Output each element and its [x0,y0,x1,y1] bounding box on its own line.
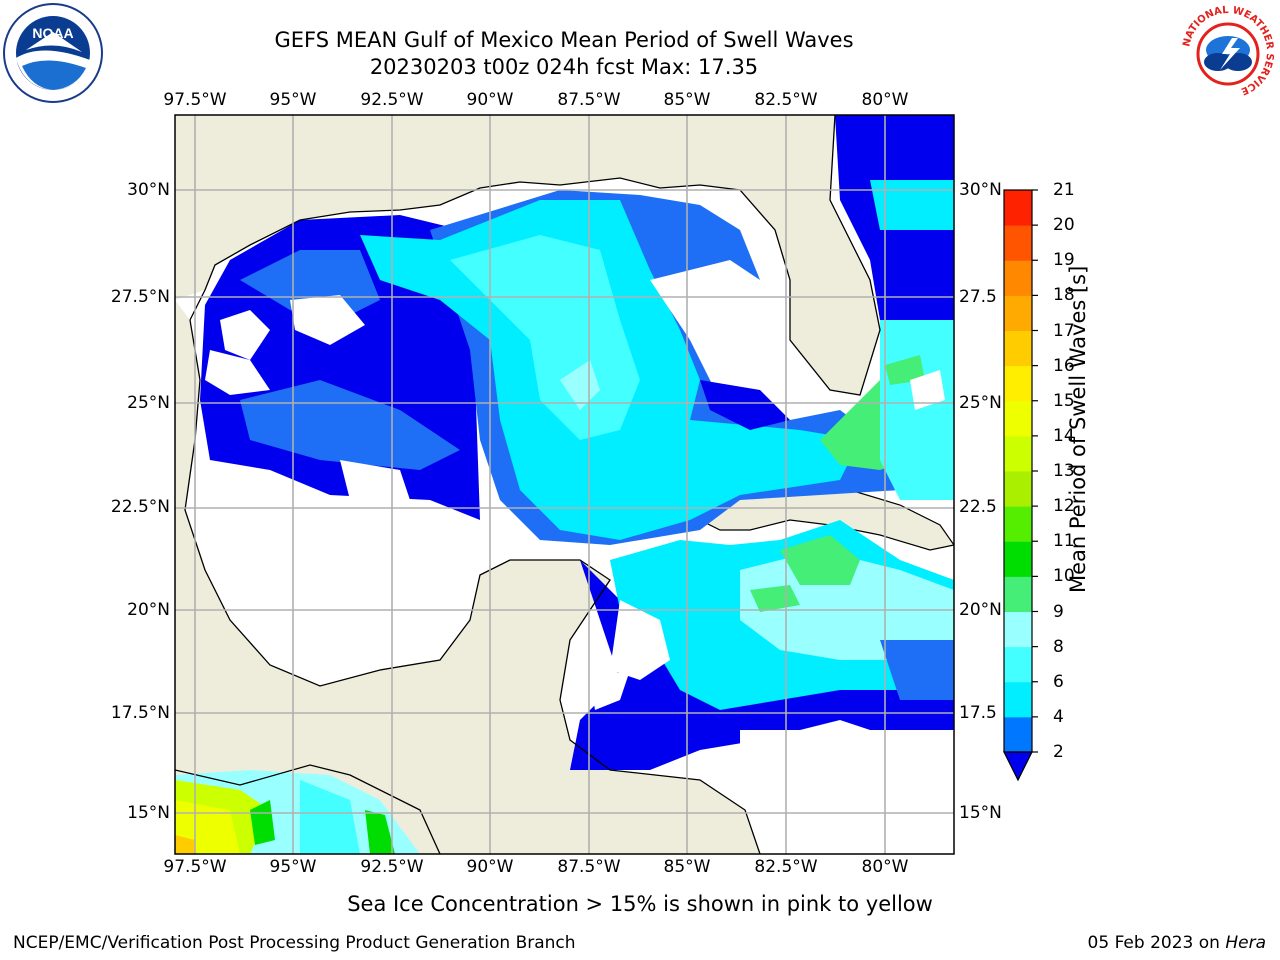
lon-label-top: 95°W [269,90,317,110]
colorbar-box [1004,435,1032,472]
colorbar-box [1004,541,1032,577]
lon-label-top: 85°W [663,90,711,110]
colorbar-tick-label: 15 [1053,390,1075,411]
colorbar-extend-arrow [1003,751,1033,782]
lat-label-left: 17.5°N [110,703,170,723]
lon-label-top: 92.5°W [360,90,424,110]
sea-ice-note: Sea Ice Concentration > 15% is shown in … [347,892,933,916]
colorbar-box [1004,295,1032,331]
host-name: Hera [1225,933,1266,953]
lat-label-left: 30°N [127,180,170,200]
lat-label-right: 15°N [959,803,1002,823]
lon-label-bottom: 85°W [663,857,711,877]
lon-label-top: 90°W [466,90,514,110]
lat-label-left: 22.5°N [110,497,170,517]
lon-label-top: 87.5°W [557,90,621,110]
colorbar-tick-label: 19 [1053,250,1075,271]
colorbar-box [1004,190,1032,226]
noaa-logo-text: NOAA [32,25,73,41]
nws-logo: NATIONAL WEATHER SERVICE [1181,5,1275,99]
credit-line: NCEP/EMC/Verification Post Processing Pr… [13,933,576,953]
lon-label-top: 82.5°W [754,90,818,110]
date-stamp: 05 Feb 2023 on Hera [1088,933,1266,953]
colorbar-box [1004,611,1032,648]
colorbar-box [1004,330,1032,367]
colorbar-tick-label: 20 [1053,215,1075,236]
swell-contours [175,115,954,854]
lon-label-top: 97.5°W [163,90,227,110]
lon-label-bottom: 92.5°W [360,857,424,877]
colorbar-box [1004,681,1032,718]
colorbar-tick-label: 9 [1053,601,1064,622]
noaa-logo: NOAA [3,3,103,103]
colorbar-box [1004,225,1032,261]
lat-label-right: 25°N [959,393,1002,413]
lon-label-bottom: 87.5°W [557,857,621,877]
lat-label-left: 20°N [127,600,170,620]
colorbar-tick-label: 4 [1053,706,1064,727]
colorbar-tick-label: 13 [1053,461,1075,481]
lat-label-left: 25°N [127,393,170,413]
colorbar-tick-label: 6 [1053,671,1064,692]
colorbar-tick-label: 18 [1053,285,1075,306]
colorbar-box [1004,471,1032,507]
colorbar-box [1004,646,1032,683]
colorbar [1003,189,1038,782]
colorbar-tick-label: 2 [1053,742,1064,762]
colorbar-tick-label: 10 [1053,566,1075,587]
colorbar-box [1004,365,1032,402]
lat-label-right: 20°N [959,600,1002,620]
lon-label-bottom: 97.5°W [163,857,227,877]
colorbar-tick-label: 11 [1053,531,1075,552]
colorbar-title: Mean Period of Swell Waves [s] [1066,265,1090,593]
colorbar-tick-label: 16 [1053,355,1075,376]
colorbar-tick-label: 8 [1053,636,1064,657]
gridlines [175,115,954,854]
colorbar-tick-label: 14 [1053,425,1075,446]
lon-label-bottom: 90°W [466,857,514,877]
colorbar-tick-label: 12 [1053,496,1075,517]
colorbar-box [1004,716,1032,753]
colorbar-tick-label: 17 [1053,320,1075,341]
colorbar-box [1004,506,1032,542]
colorbar-box [1004,260,1032,296]
lat-label-right: 22.5 [959,497,997,517]
lon-label-bottom: 82.5°W [754,857,818,877]
lat-label-left: 27.5°N [110,287,170,307]
colorbar-tick-label: 21 [1053,180,1075,200]
lat-label-right: 27.5 [959,287,997,307]
lat-label-right: 17.5 [959,703,997,723]
plot-title: GEFS MEAN Gulf of Mexico Mean Period of … [274,28,854,52]
colorbar-box [1004,576,1032,612]
colorbar-box [1004,400,1032,437]
lat-label-right: 30°N [959,180,1002,200]
lon-label-top: 80°W [861,90,909,110]
date-text: 05 Feb 2023 on [1087,933,1220,953]
lon-label-bottom: 95°W [269,857,317,877]
plot-subtitle: 20230203 t00z 024h fcst Max: 17.35 [369,55,759,79]
lon-label-bottom: 80°W [861,857,909,877]
lat-label-left: 15°N [127,803,170,823]
